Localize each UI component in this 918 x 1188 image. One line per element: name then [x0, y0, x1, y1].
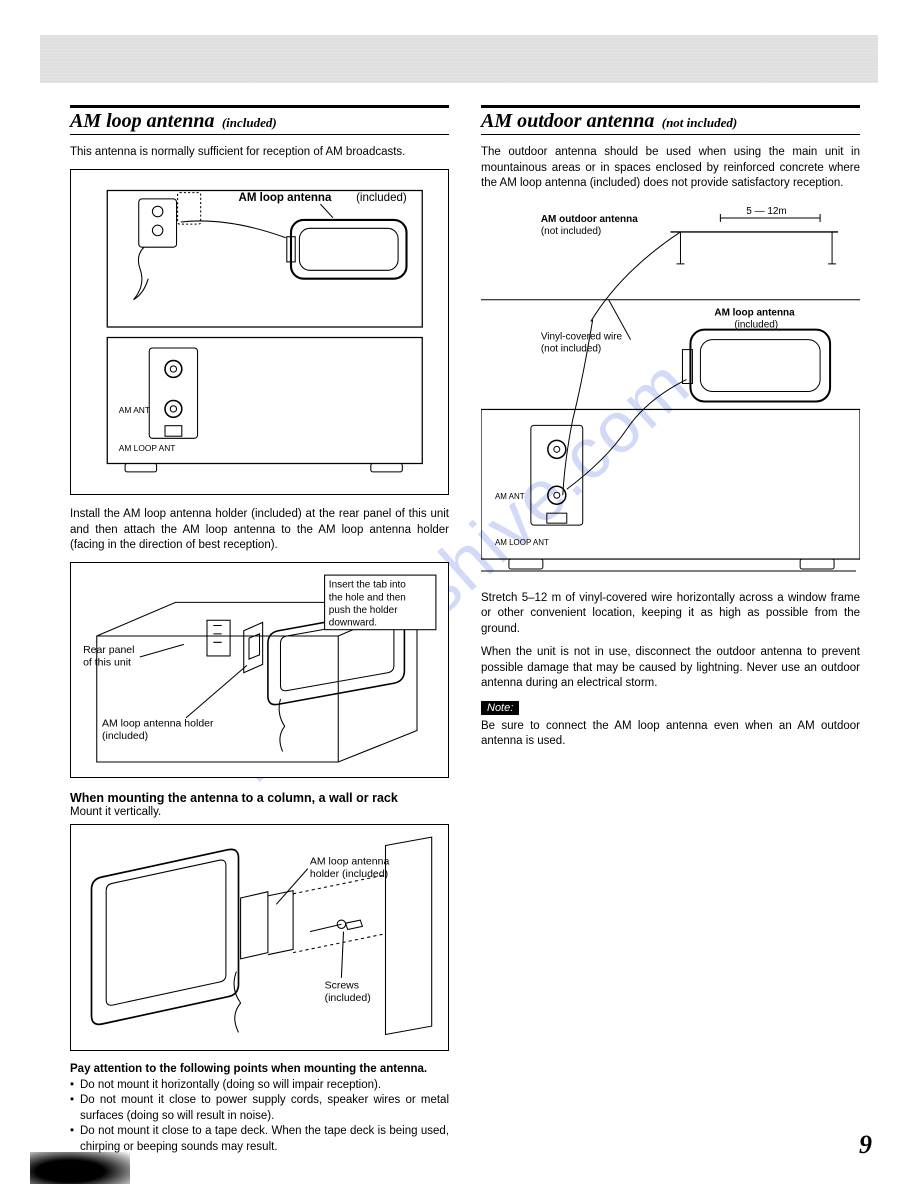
d2-r3: push the holder: [329, 604, 398, 615]
left-subline: Mount it vertically.: [70, 806, 449, 818]
right-intro: The outdoor antenna should be used when …: [481, 145, 860, 192]
d4-loop-b: (included): [734, 319, 778, 330]
left-title: AM loop antenna: [70, 110, 214, 132]
diagram-2-box: Rear panel of this unit AM loop antenna …: [70, 562, 449, 778]
d4-outdoor-b: (not included): [541, 225, 601, 236]
d1-amant: AM ANT: [119, 405, 150, 415]
left-para2: Install the AM loop antenna holder (incl…: [70, 507, 449, 554]
right-title-row: AM outdoor antenna (not included): [481, 105, 860, 135]
d4-amant: AM ANT: [495, 492, 525, 501]
d2-bot-a: AM loop antenna holder: [102, 717, 214, 729]
d4-wire-a: Vinyl-covered wire: [541, 331, 623, 342]
left-intro: This antenna is normally sufficient for …: [70, 145, 449, 161]
left-title-suffix: (included): [222, 115, 277, 130]
d2-left-a: Rear panel: [83, 643, 134, 655]
bullet-1: Do not mount it horizontally (doing so w…: [70, 1078, 449, 1094]
diagram-1-svg: AM loop antenna (included) AM ANT AM LOO…: [81, 180, 438, 485]
d3-screws-a: Screws: [325, 979, 359, 991]
d1-amloop: AM LOOP ANT: [119, 442, 176, 452]
page-number: 9: [859, 1130, 872, 1160]
diagram-3-svg: AM loop antenna holder (included) Screws…: [81, 835, 438, 1040]
diagram-4-box: 5 — 12m AM outdoor antenna (not included…: [481, 200, 860, 579]
page-columns: AM loop antenna (included) This antenna …: [70, 105, 860, 1155]
right-title-suffix: (not included): [662, 115, 737, 130]
d4-loop-a: AM loop antenna: [714, 307, 795, 318]
left-attention: Pay attention to the following points wh…: [70, 1063, 449, 1075]
right-column: AM outdoor antenna (not included) The ou…: [481, 105, 860, 1155]
right-note-text: Be sure to connect the AM loop antenna e…: [481, 719, 860, 750]
header-grain-band: [40, 35, 878, 83]
d4-span: 5 — 12m: [746, 206, 786, 217]
left-subheading: When mounting the antenna to a column, a…: [70, 790, 449, 806]
diagram-3-box: AM loop antenna holder (included) Screws…: [70, 824, 449, 1051]
scan-artifact: [30, 1152, 130, 1184]
diagram-4-svg: 5 — 12m AM outdoor antenna (not included…: [481, 200, 860, 579]
d2-r1: Insert the tab into: [329, 579, 406, 590]
left-bullets: Do not mount it horizontally (doing so w…: [70, 1078, 449, 1156]
d4-wire-b: (not included): [541, 343, 601, 354]
d4-amloop: AM LOOP ANT: [495, 538, 549, 547]
diagram-2-svg: Rear panel of this unit AM loop antenna …: [81, 573, 438, 767]
d4-outdoor-a: AM outdoor antenna: [541, 213, 638, 224]
d2-bot-b: (included): [102, 729, 148, 741]
right-para2: Stretch 5–12 m of vinyl-covered wire hor…: [481, 591, 860, 638]
left-title-row: AM loop antenna (included): [70, 105, 449, 135]
note-chip: Note:: [481, 701, 519, 715]
bullet-3: Do not mount it close to a tape deck. Wh…: [70, 1124, 449, 1155]
bullet-2: Do not mount it close to power supply co…: [70, 1093, 449, 1124]
right-para3: When the unit is not in use, disconnect …: [481, 645, 860, 692]
d3-a: AM loop antenna: [310, 855, 390, 867]
d3-b: holder (included): [310, 868, 388, 880]
d2-r4: downward.: [329, 617, 377, 628]
right-title: AM outdoor antenna: [481, 110, 654, 132]
d3-screws-b: (included): [325, 992, 371, 1004]
d2-r2: the hole and then: [329, 592, 406, 603]
diagram-1-box: AM loop antenna (included) AM ANT AM LOO…: [70, 169, 449, 496]
d2-left-b: of this unit: [83, 656, 131, 668]
left-column: AM loop antenna (included) This antenna …: [70, 105, 449, 1155]
d1-label-top: AM loop antenna: [239, 192, 332, 204]
d1-label-top-suffix: (included): [356, 192, 407, 204]
